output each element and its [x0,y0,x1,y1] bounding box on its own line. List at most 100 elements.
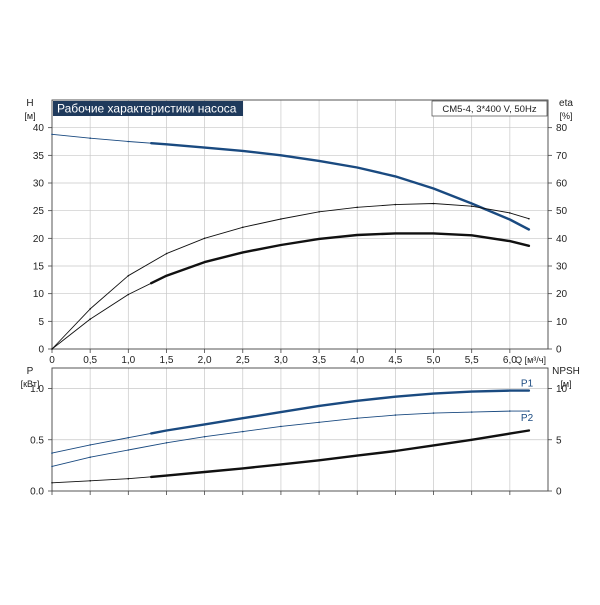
series-point [470,205,473,207]
y2-tick-label: 0 [556,345,562,356]
series-point [127,274,130,277]
y2-axis-unit: [%] [559,111,572,121]
series-point [394,175,397,178]
series-point [528,245,530,247]
head-efficiency-panel: 0 5 10 15 20 25 30 35 40 0 10 20 30 40 50 60 70 80 0 0,5 1,0… [24,98,573,366]
series-point [280,463,282,466]
series-point [51,348,53,350]
series-point [242,467,244,470]
series-name-label: P2 [521,413,534,424]
series-point [89,318,91,320]
series-point [470,439,473,441]
y2-tick-label: 50 [556,206,568,217]
x-tick-label: 1,0 [121,355,135,366]
y-axis-label: P [27,366,34,377]
x-tick-label: 5,0 [427,355,441,366]
y-tick-label: 10 [33,289,45,300]
power-npsh-panel: 0.0 0.5 1.0 0 5 10 P [кВт] NPSH [м] P1 P2 [21,366,580,498]
x-axis-label: Q [м³/ч] [515,355,546,365]
y2-axis-label: NPSH [552,366,580,377]
y2-tick-label: 30 [556,262,568,273]
series-point [89,480,91,482]
series-point [318,459,320,462]
series-point [470,202,473,205]
y-tick-label: 0.0 [30,487,44,498]
series-point [51,465,53,468]
series-point [356,206,359,209]
series-point [203,423,206,426]
series-point [89,137,91,139]
series-point [470,390,473,393]
series-point [280,218,282,220]
y2-axis-unit: [м] [560,379,571,389]
y-tick-label: 0 [38,345,44,356]
series-point [432,444,435,447]
series-point [470,234,473,237]
series-point [242,150,244,152]
series-point [89,444,91,446]
y2-tick-label: 0 [556,487,562,498]
series-point [51,133,53,136]
series-point [509,432,511,435]
series-line [51,390,529,454]
series-point [51,482,53,484]
series-line [51,203,530,350]
chart-title-box [53,101,243,116]
series-point [127,477,130,480]
series-point [318,160,320,162]
series-point [528,410,530,412]
series-point [432,392,435,395]
series-point [203,237,206,240]
series-point [242,251,244,254]
y2-axis-label: eta [559,98,573,109]
y2-tick-label: 40 [556,234,568,245]
series-point [318,405,320,407]
series-point [203,146,206,149]
series-point [318,238,320,240]
series-point [89,308,91,310]
chart-subtitle: CM5-4, 3*400 V, 50Hz [442,104,536,115]
series-point [528,429,530,432]
series-point [280,154,282,157]
series-point [51,452,53,454]
y2-tick-label: 70 [556,151,568,162]
series-line [51,410,529,467]
series-point [528,389,530,392]
y2-tick-label: 10 [556,317,568,328]
series-point [528,228,530,231]
x-tick-label: 3,0 [274,355,288,366]
y2-tick-label: 5 [556,435,562,446]
x-tick-label: 4,5 [388,355,402,366]
series-point [165,429,168,432]
series-point [280,244,282,246]
x-tick-label: 5,5 [465,355,479,366]
series-line [51,232,530,350]
series-line-operating [150,429,531,479]
series-point [470,411,473,413]
x-tick-label: 2,0 [198,355,212,366]
series-point [356,454,359,457]
series-point [509,410,511,412]
series-point [356,234,359,236]
y-tick-label: 40 [33,123,45,134]
power-npsh-frame [51,367,549,492]
y-tick-label: 30 [33,179,45,190]
series-point [127,140,130,143]
y-tick-label: 0.5 [30,435,44,446]
series-point [318,211,320,213]
y-tick-label: 35 [33,151,45,162]
y2-tick-label: 80 [556,123,568,134]
series-point [509,218,511,221]
series-point [280,425,282,428]
series-line-operating [150,142,531,231]
series-point [242,417,244,420]
series-point [394,450,397,452]
y-tick-label: 20 [33,234,45,245]
series-point [242,430,244,433]
chart-title: Рабочие характеристики насоса [57,102,237,116]
series-point [394,203,397,206]
y-axis-unit: [кВт] [21,379,40,389]
series-point [432,232,435,235]
